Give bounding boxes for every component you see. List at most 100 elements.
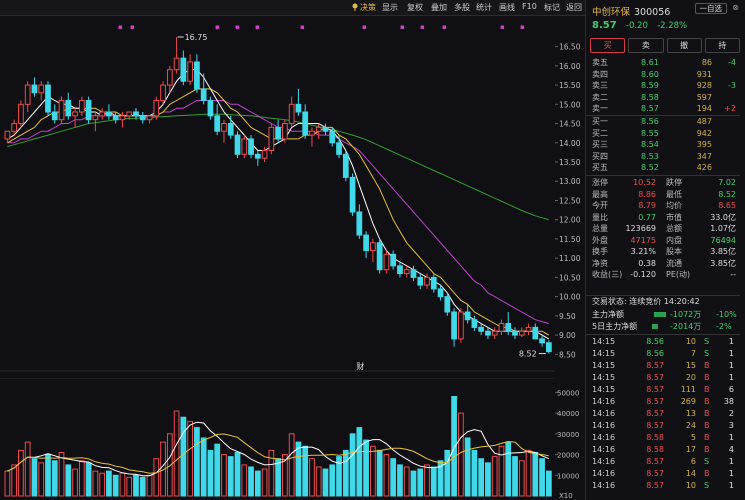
order-book-row[interactable]: 卖四 8.60 931	[586, 69, 741, 80]
order-book-row[interactable]: 买五 8.52 426	[586, 162, 741, 173]
tick-price: 8.57	[646, 385, 664, 394]
order-book-row[interactable]: 买三 8.54 395	[586, 139, 741, 150]
tick-row: 14:16 8.58 17 B 4	[586, 444, 741, 455]
candle	[451, 308, 457, 347]
toolbar-item-mark[interactable]: 标记	[544, 3, 560, 12]
volume-bar	[525, 449, 532, 497]
volume-chart[interactable]	[0, 378, 555, 500]
volume-bar	[539, 458, 545, 497]
price-chart[interactable]: 16.75 8.52 财 ▪ ▪ ▪ ▪ ▪ ▪ ▪ ▪ ▪ ▪ ▪ ▪	[0, 17, 555, 372]
candle	[207, 96, 214, 120]
level-price: 8.57	[641, 104, 659, 113]
level-delta: +2	[724, 104, 736, 113]
volume-tick-label: 50000	[557, 389, 579, 397]
candle	[532, 323, 539, 340]
level-price: 8.55	[641, 128, 659, 138]
volume-bar	[254, 470, 261, 497]
toolbar-item-multi-stock[interactable]: 多股	[454, 3, 470, 12]
cancel-order-button[interactable]: 撤	[666, 38, 702, 53]
toolbar-item-draw[interactable]: 画线	[499, 3, 515, 12]
volume-bar	[376, 449, 383, 497]
ma5-line	[7, 69, 550, 340]
order-book-row[interactable]: 卖二 8.58 597	[586, 92, 741, 103]
candle	[478, 323, 485, 336]
sell-button[interactable]: 卖	[628, 38, 664, 53]
volume-bar	[444, 449, 451, 497]
volume-bar	[363, 439, 369, 497]
candle	[112, 112, 119, 124]
order-book-row[interactable]: 卖五 8.61 86 -4	[586, 57, 741, 68]
tick-row: 14:16 8.57 13 B 2	[586, 408, 741, 419]
tick-count: 6	[728, 385, 734, 394]
order-book-row[interactable]: 卖三 8.59 928 -3	[586, 80, 741, 91]
tick-time: 14:16	[592, 445, 616, 454]
candle	[180, 50, 187, 86]
add-watchlist-button[interactable]: 一自选	[694, 3, 727, 14]
volume-bar	[227, 456, 234, 497]
volume-bar	[471, 449, 478, 497]
stat-label: PE(动)	[666, 270, 691, 279]
price-tick-label: 8.50	[559, 350, 576, 359]
candle	[78, 96, 85, 116]
price-tick-label: 11.00	[559, 254, 581, 263]
toolbar-item-adjust[interactable]: 复权	[407, 3, 423, 12]
stat-row: 总量 123669 总额 1.07亿	[586, 223, 741, 234]
candle	[92, 112, 99, 132]
tick-time: 14:15	[592, 361, 616, 370]
stat-label: 净资	[592, 258, 608, 268]
stat-label: 最高	[592, 189, 608, 199]
tick-volume: 13	[685, 409, 696, 418]
toolbar-item-stats[interactable]: 统计	[476, 3, 492, 12]
candle	[295, 88, 302, 116]
candle	[65, 92, 72, 120]
tick-side: B	[704, 385, 710, 394]
candle	[166, 65, 173, 93]
toolbar-item-display[interactable]: 显示	[382, 3, 398, 12]
toolbar-item-back[interactable]: 返回	[566, 3, 582, 12]
fund-flow-bar	[654, 312, 666, 317]
candle	[51, 104, 58, 124]
stat-row: 今开 8.79 均价 8.65	[586, 200, 741, 211]
order-book-row[interactable]: 卖一 8.57 194 +2	[586, 103, 741, 114]
level-volume: 597	[696, 92, 712, 102]
stat-value: 47175	[630, 235, 656, 245]
event-dot: ▪	[362, 23, 367, 31]
stat-row: 外盘 47175 内盘 76494	[586, 235, 741, 246]
chart-toolbar: 决策 显示 复权 叠加 多股 统计 画线 F10 标记 返回	[0, 0, 585, 16]
candle	[342, 150, 349, 182]
toolbar-item-f10[interactable]: F10	[522, 2, 537, 11]
volume-bar	[221, 454, 227, 497]
stat-label: 流通	[666, 258, 682, 268]
volume-ma10-line	[7, 433, 549, 474]
candle	[38, 81, 45, 101]
order-book-row[interactable]: 买二 8.55 942	[586, 128, 741, 139]
level-label: 卖二	[592, 92, 608, 102]
close-icon[interactable]: ⊗	[732, 3, 739, 12]
event-dot: ▪	[130, 23, 135, 31]
volume-bar	[491, 456, 498, 497]
candle	[133, 108, 139, 120]
fund-flow-row: 主力净额 -1072万 -10%	[586, 309, 741, 320]
volume-bar	[119, 472, 126, 497]
volume-bar	[153, 458, 160, 497]
volume-bar	[4, 470, 11, 497]
order-book-row[interactable]: 买四 8.53 347	[586, 151, 741, 162]
price-tick-label: 16.50	[559, 43, 581, 52]
buy-button[interactable]: 买	[590, 38, 626, 53]
level-price: 8.53	[641, 151, 659, 161]
toolbar-item-decision[interactable]: 决策	[360, 3, 376, 12]
tick-price: 8.56	[646, 349, 664, 358]
candle	[146, 115, 153, 124]
order-book-row[interactable]: 买一 8.56 487	[586, 116, 741, 127]
volume-bar	[485, 462, 491, 497]
toolbar-item-overlay[interactable]: 叠加	[431, 3, 447, 12]
tick-volume: 24	[685, 421, 696, 430]
candle	[248, 135, 254, 159]
tick-volume: 7	[690, 349, 696, 358]
level-volume: 194	[696, 104, 712, 113]
holdings-button[interactable]: 持	[704, 38, 740, 53]
level-label: 买一	[592, 117, 608, 126]
tick-volume: 6	[690, 457, 696, 466]
volume-bar	[349, 433, 356, 497]
tick-side: B	[704, 421, 710, 430]
